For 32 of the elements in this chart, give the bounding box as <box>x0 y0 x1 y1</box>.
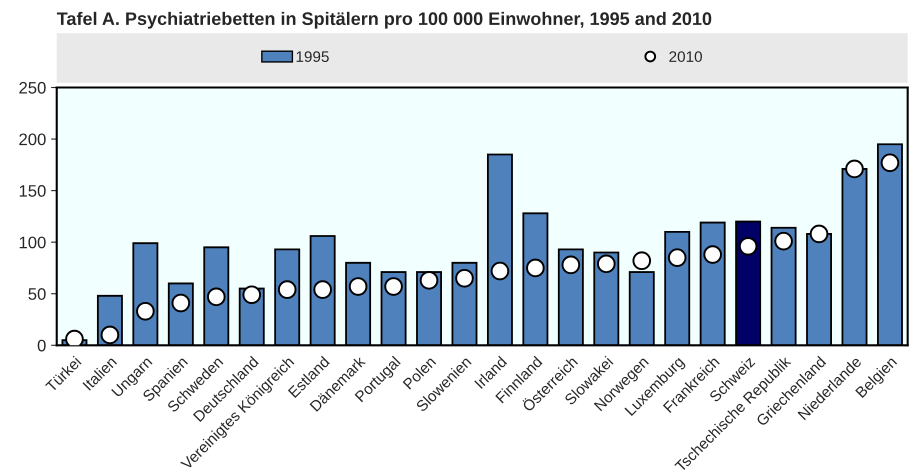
point <box>455 268 474 288</box>
point <box>703 245 722 264</box>
point <box>632 251 652 270</box>
point <box>348 277 368 296</box>
y-tick-label: 250 <box>19 82 46 94</box>
legend-label: 1995 <box>296 51 329 62</box>
legend-label: 2010 <box>669 51 702 62</box>
point <box>562 256 580 274</box>
point <box>136 302 155 321</box>
y-tick-label: 50 <box>28 288 46 300</box>
point <box>313 280 332 299</box>
point <box>206 288 226 306</box>
point <box>596 254 616 274</box>
point <box>172 294 190 312</box>
point <box>420 271 438 290</box>
y-tick-label: 100 <box>20 236 46 248</box>
point <box>845 160 864 178</box>
y-tick-label: 0 <box>38 340 46 352</box>
point <box>774 232 793 250</box>
point <box>738 236 758 256</box>
point <box>526 258 545 278</box>
point <box>668 248 687 267</box>
y-tick-label: 200 <box>19 133 46 146</box>
point <box>242 285 262 304</box>
point <box>384 277 403 296</box>
point <box>810 224 828 244</box>
point <box>278 280 297 299</box>
point <box>100 326 120 344</box>
chart-title: Tafel A. Psychiatriebetten in Spitälern pro 100 000 Einwohner, 1995 and 2010 <box>56 12 712 29</box>
y-tick-label: 150 <box>20 185 46 197</box>
point <box>490 262 510 280</box>
point <box>880 153 900 172</box>
